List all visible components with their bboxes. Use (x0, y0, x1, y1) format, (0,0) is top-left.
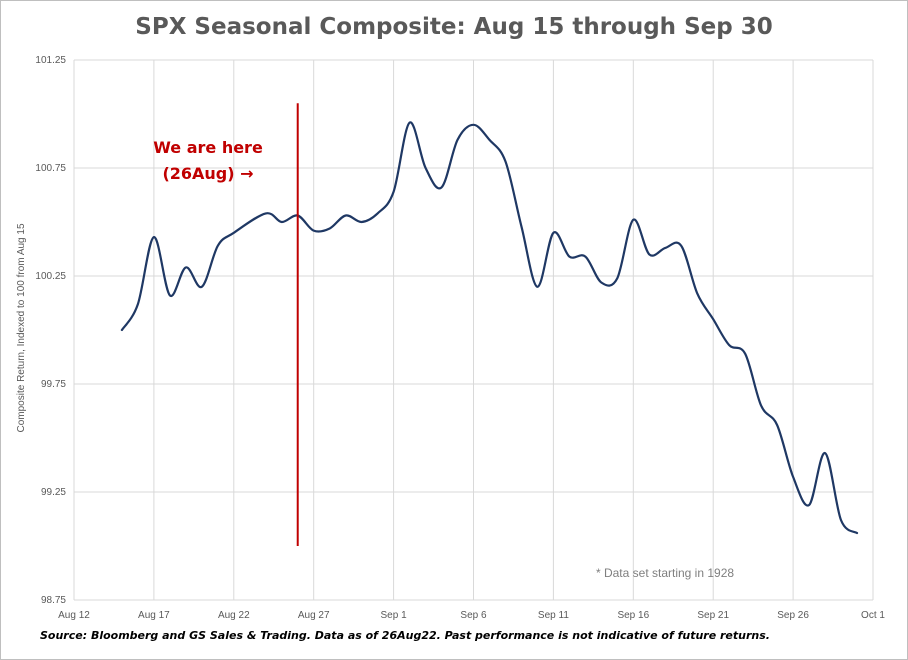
data-point (408, 122, 410, 124)
y-tick-label: 101.25 (35, 55, 66, 66)
data-point (776, 424, 778, 426)
data-point (121, 329, 123, 331)
grid-lines (73, 59, 874, 601)
data-point (808, 504, 810, 506)
x-tick-label: Oct 1 (861, 610, 885, 621)
data-point (265, 212, 267, 214)
y-tick-label: 99.75 (41, 379, 66, 390)
data-point (361, 221, 363, 223)
data-point (281, 221, 283, 223)
y-axis-label: Composite Return, Indexed to 100 from Au… (16, 223, 27, 432)
data-point (169, 294, 171, 296)
data-point (600, 281, 602, 283)
data-point (472, 124, 474, 126)
y-tick-labels: 98.75 99.25 99.75 100.25 100.75 101.25 (35, 55, 66, 606)
marker-label-line2: (26Aug) → (162, 164, 253, 183)
x-tick-label: Sep 1 (381, 610, 408, 621)
data-point (584, 255, 586, 257)
data-point (520, 225, 522, 227)
data-point (712, 318, 714, 320)
data-point (137, 303, 139, 305)
series-points (121, 122, 858, 535)
series-line (120, 121, 859, 535)
data-point (840, 519, 842, 521)
data-point (632, 219, 634, 221)
data-point (552, 232, 554, 234)
data-point (680, 245, 682, 247)
data-point (536, 286, 538, 288)
data-point (393, 191, 395, 193)
data-point (728, 344, 730, 346)
x-tick-label: Sep 21 (697, 610, 729, 621)
marker-label-line1: We are here (153, 138, 263, 157)
x-tick-label: Aug 27 (298, 610, 330, 621)
y-tick-label: 99.25 (41, 487, 66, 498)
data-point (201, 286, 203, 288)
data-point (217, 245, 219, 247)
x-tick-label: Sep 26 (777, 610, 809, 621)
data-point (377, 212, 379, 214)
data-point (488, 139, 490, 141)
data-point (696, 292, 698, 294)
data-point (616, 277, 618, 279)
data-point (744, 353, 746, 355)
x-tick-labels: Aug 12 Aug 17 Aug 22 Aug 27 Sep 1 Sep 6 Sep 11… (58, 610, 885, 621)
data-point (424, 167, 426, 169)
y-tick-label: 98.75 (41, 595, 66, 606)
x-tick-label: Sep 16 (617, 610, 649, 621)
data-point (440, 186, 442, 188)
data-point (233, 232, 235, 234)
data-point (456, 139, 458, 141)
x-tick-label: Aug 12 (58, 610, 90, 621)
data-point (648, 253, 650, 255)
x-tick-label: Sep 6 (460, 610, 487, 621)
data-point (856, 532, 858, 534)
y-tick-label: 100.25 (35, 271, 66, 282)
data-point (792, 476, 794, 478)
data-point (824, 452, 826, 454)
data-point (664, 247, 666, 249)
data-point (504, 160, 506, 162)
source-footnote: Source: Bloomberg and GS Sales & Trading… (40, 629, 770, 642)
data-point (153, 236, 155, 238)
x-tick-label: Aug 22 (218, 610, 250, 621)
x-tick-label: Sep 11 (538, 610, 569, 621)
y-tick-label: 100.75 (35, 163, 66, 174)
data-point (345, 214, 347, 216)
data-point (329, 227, 331, 229)
data-point (185, 266, 187, 268)
chart-title: SPX Seasonal Composite: Aug 15 through S… (135, 14, 773, 40)
x-tick-label: Aug 17 (138, 610, 170, 621)
data-point (313, 230, 315, 232)
data-note: * Data set starting in 1928 (596, 566, 734, 580)
data-point (760, 405, 762, 407)
data-point (568, 255, 570, 257)
